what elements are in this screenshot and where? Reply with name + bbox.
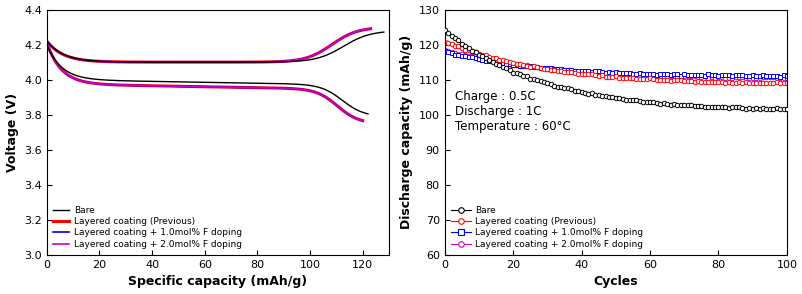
Y-axis label: Discharge capacity (mAh/g): Discharge capacity (mAh/g) <box>399 35 413 229</box>
Text: Charge : 0.5C
Discharge : 1C
Temperature : 60°C: Charge : 0.5C Discharge : 1C Temperature… <box>455 90 570 133</box>
Legend: Bare, Layered coating (Previous), Layered coating + 1.0mol% F doping, Layered co: Bare, Layered coating (Previous), Layere… <box>448 204 645 250</box>
Y-axis label: Voltage (V): Voltage (V) <box>6 93 18 172</box>
X-axis label: Specific capacity (mAh/g): Specific capacity (mAh/g) <box>128 275 307 288</box>
X-axis label: Cycles: Cycles <box>593 275 638 288</box>
Legend: Bare, Layered coating (Previous), Layered coating + 1.0mol% F doping, Layered co: Bare, Layered coating (Previous), Layere… <box>51 204 244 250</box>
